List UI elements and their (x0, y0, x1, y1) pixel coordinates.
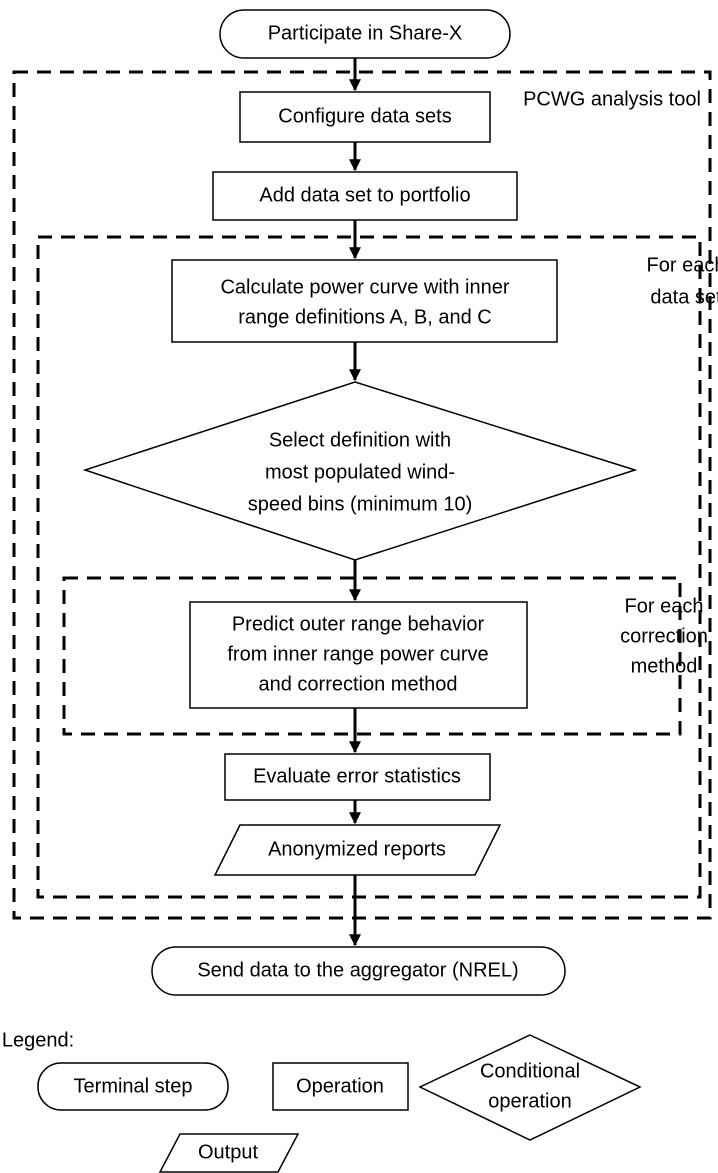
legend-label: Operation (296, 1075, 384, 1097)
node-label: Add data set to portfolio (259, 184, 470, 206)
group-label: For each (625, 595, 704, 617)
node-label: Predict outer range behavior (232, 613, 485, 635)
legend-output (158, 1133, 300, 1173)
node-label: Evaluate error statistics (253, 765, 461, 787)
node-label: Anonymized reports (268, 838, 446, 860)
group-box (62, 576, 682, 736)
conditional-node (82, 381, 638, 561)
group-label: PCWG analysis tool (523, 88, 701, 110)
terminal-node (151, 946, 566, 996)
operation-node (224, 753, 491, 801)
operation-node (171, 259, 558, 343)
terminal-node (219, 9, 511, 59)
legend-operation (272, 1062, 409, 1111)
legend-conditional (418, 1034, 642, 1141)
operation-node (239, 91, 491, 143)
node-label: Select definition with (269, 429, 451, 451)
operation-node (189, 601, 528, 709)
node-label: most populated wind- (265, 461, 455, 483)
group-label: data set (650, 286, 718, 308)
operation-node (212, 171, 518, 221)
legend-label: Conditional (480, 1060, 580, 1082)
node-label: range definitions A, B, and C (238, 306, 492, 328)
group-label: For each (647, 254, 718, 276)
node-label: Configure data sets (278, 105, 451, 127)
legend-terminal (37, 1062, 229, 1111)
legend-title: Legend: (2, 1029, 74, 1051)
node-label: Calculate power curve with inner (220, 276, 509, 298)
group-label: method (631, 655, 698, 677)
node-label: from inner range power curve (227, 643, 488, 665)
output-node (213, 824, 502, 876)
legend-label: Terminal step (74, 1075, 193, 1097)
node-label: and correction method (258, 673, 457, 695)
group-label: correction (620, 625, 708, 647)
node-label: Send data to the aggregator (NREL) (197, 959, 518, 981)
labels: Participate in Share-X Configure data set… (2, 22, 718, 1163)
node-label: Participate in Share-X (268, 22, 463, 44)
node-label: speed bins (minimum 10) (248, 493, 473, 515)
group-box (36, 235, 702, 899)
legend-label: operation (488, 1090, 571, 1112)
legend-label: Output (198, 1141, 258, 1163)
group-box (12, 70, 712, 920)
